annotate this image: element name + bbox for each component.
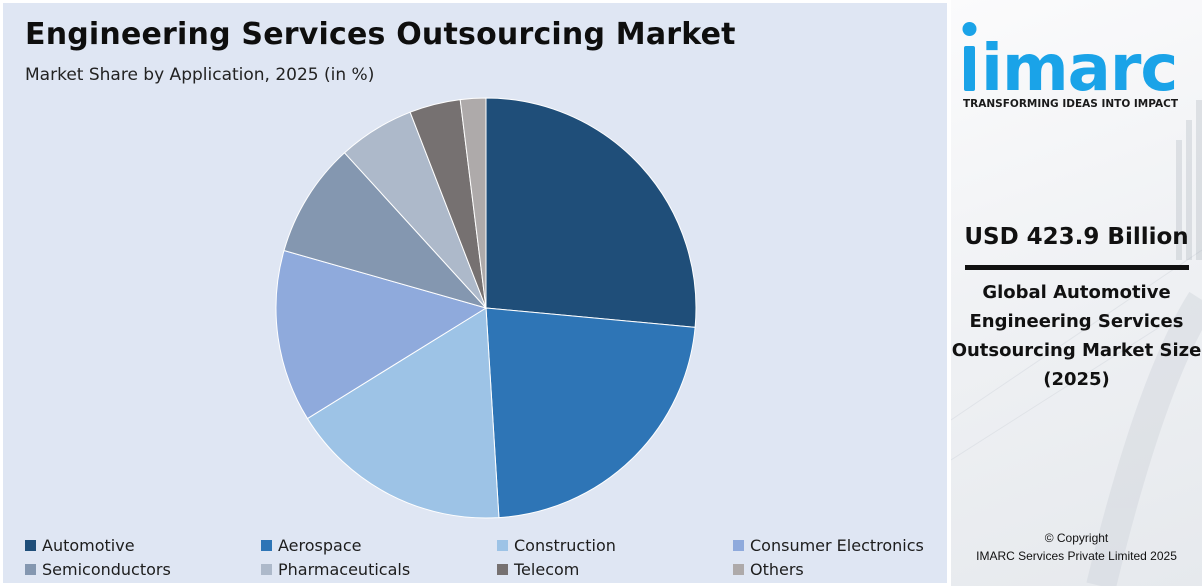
chart-legend: Automotive Aerospace Construction Consumer … bbox=[25, 535, 940, 579]
imarc-logo: imarc bbox=[962, 22, 1178, 96]
legend-swatch bbox=[261, 539, 272, 551]
logo-wordmark: imarc bbox=[981, 32, 1177, 96]
legend-item-telecom: Telecom bbox=[497, 559, 733, 579]
legend-item-pharmaceuticals: Pharmaceuticals bbox=[261, 559, 497, 579]
pie-slice-others bbox=[459, 97, 487, 309]
logo-tagline: TRANSFORMING IDEAS INTO IMPACT bbox=[963, 98, 1178, 110]
legend-item-semiconductors: Semiconductors bbox=[25, 559, 261, 579]
chart-subtitle: Market Share by Application, 2025 (in %) bbox=[25, 65, 375, 85]
legend-label: Others bbox=[750, 559, 804, 579]
legend-swatch bbox=[733, 539, 744, 551]
info-panel: imarc TRANSFORMING IDEAS INTO IMPACT USD… bbox=[951, 0, 1202, 586]
legend-swatch bbox=[261, 563, 272, 575]
copyright-line-2: IMARC Services Private Limited 2025 bbox=[976, 549, 1177, 563]
legend-item-construction: Construction bbox=[497, 535, 733, 555]
kpi-value: USD 423.9 Billion bbox=[964, 224, 1189, 250]
legend-item-others: Others bbox=[733, 559, 940, 579]
legend-swatch bbox=[497, 539, 508, 551]
pie-slice-semiconductors bbox=[283, 152, 488, 309]
copyright: © Copyright IMARC Services Private Limit… bbox=[951, 529, 1202, 565]
pie-slice-construction bbox=[306, 307, 500, 519]
legend-item-aerospace: Aerospace bbox=[261, 535, 497, 555]
pie-slice-automotive bbox=[485, 97, 697, 328]
kpi-description: Global Automotive Engineering Services O… bbox=[951, 282, 1202, 390]
legend-label: Construction bbox=[514, 535, 616, 555]
legend-label: Consumer Electronics bbox=[750, 535, 924, 555]
copyright-line-1: © Copyright bbox=[1044, 531, 1109, 545]
legend-item-automotive: Automotive bbox=[25, 535, 261, 555]
legend-label: Semiconductors bbox=[42, 559, 171, 579]
kpi-divider bbox=[965, 265, 1189, 270]
legend-label: Telecom bbox=[514, 559, 580, 579]
legend-item-consumer-electronics: Consumer Electronics bbox=[733, 535, 940, 555]
legend-swatch bbox=[497, 563, 508, 575]
chart-title: Engineering Services Outsourcing Market bbox=[25, 17, 736, 52]
pie-chart bbox=[275, 97, 697, 519]
pie-slice-aerospace bbox=[485, 307, 696, 519]
legend-label: Automotive bbox=[42, 535, 135, 555]
background-chart-graphic bbox=[951, 100, 1202, 586]
legend-swatch bbox=[733, 563, 744, 575]
legend-label: Aerospace bbox=[278, 535, 362, 555]
pie-slice-consumer-electronics bbox=[275, 249, 488, 420]
legend-label: Pharmaceuticals bbox=[278, 559, 411, 579]
legend-swatch bbox=[25, 563, 36, 575]
chart-panel: Engineering Services Outsourcing Market … bbox=[3, 3, 947, 583]
legend-swatch bbox=[25, 539, 36, 551]
